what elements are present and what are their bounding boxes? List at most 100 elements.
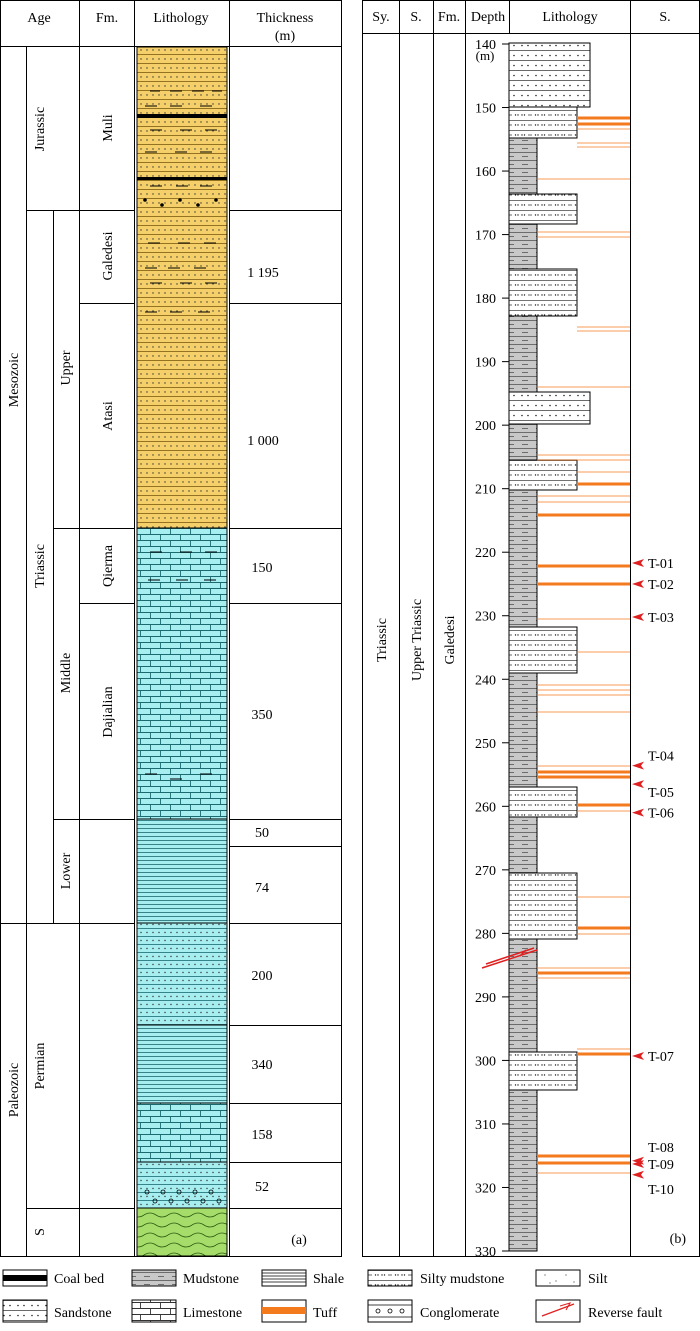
sample-label: T-09 [648, 1158, 674, 1173]
thickness-value: 158 [252, 1128, 273, 1143]
series-upper-triassic: Upper Triassic [410, 599, 425, 681]
silty-mudstone-bed [508, 106, 578, 139]
system-triassic: Triassic [33, 544, 48, 588]
sample-arrow [632, 808, 644, 817]
shale-dashes-a [145, 90, 222, 313]
panel-b-text: Sy. S. Fm. Depth Lithology S. Triassic U… [372, 10, 686, 1247]
system-permian: Permian [33, 1043, 48, 1090]
depth-tick-label: 140 [475, 38, 496, 53]
sample-label: T-08 [648, 1141, 674, 1156]
legend-swatch-shale [261, 1269, 307, 1287]
depth-unit: (m) [476, 48, 495, 63]
depth-tick-label: 170 [475, 229, 496, 244]
sample-arrow [632, 1051, 644, 1060]
reverse-fault [481, 947, 538, 969]
sample-label: T-07 [648, 1050, 674, 1065]
silty-mudstone-bed [508, 872, 578, 940]
thickness-value: 1 000 [247, 434, 279, 449]
depth-tick-label: 210 [475, 483, 496, 498]
depth-tick-label: 220 [475, 546, 496, 561]
depth-tick-label: 250 [475, 737, 496, 752]
sample-arrow [632, 559, 644, 568]
depth-tick-label: 190 [475, 356, 496, 371]
depth-tick-label: 160 [475, 165, 496, 180]
legend-conglomerate: Conglomerate [420, 1306, 499, 1321]
formation-galedesi: Galedesi [101, 231, 116, 280]
conglomerate-symbols [368, 1304, 412, 1318]
sample-arrow [632, 1159, 644, 1168]
legend-swatch-silt [535, 1269, 581, 1287]
thickness-value: 50 [255, 826, 269, 841]
lithology-column-b [508, 42, 591, 1252]
limestone-unit [136, 527, 228, 820]
legend-sandstone: Sandstone [54, 1306, 112, 1321]
thickness-value: 74 [255, 881, 269, 896]
thickness-value: 52 [255, 1180, 269, 1195]
sample-label: T-04 [648, 750, 674, 765]
header-sy: Sy. [372, 10, 389, 25]
thickness-value: 200 [252, 969, 273, 984]
cyan-conglomerate-unit [136, 1161, 228, 1209]
depth-tick-label: 300 [475, 1054, 496, 1069]
formation-muli: Muli [101, 114, 116, 141]
shale-lines [262, 1272, 306, 1283]
panel-a-label: (a) [291, 1233, 307, 1248]
sample-label: T-01 [648, 557, 674, 572]
thickness-value: 150 [252, 561, 273, 576]
panel-b-label: (b) [670, 1232, 687, 1247]
legend-swatch-limestone [131, 1299, 177, 1323]
header-lithology: Lithology [542, 10, 597, 25]
silty-mudstone-bed [508, 459, 578, 491]
sandstone-bed [508, 42, 591, 108]
depth-tick-label: 180 [475, 292, 496, 307]
legend-swatch-sandstone [2, 1299, 48, 1323]
formation-galedesi-b: Galedesi [443, 615, 458, 664]
sample-markers: T-01 T-02 T-03 T-04 T-05 T-06 T-07 T-08 T-09 T-10 [632, 557, 674, 1198]
silt-dots [544, 1274, 575, 1284]
header-lithology: Lithology [153, 11, 208, 26]
silty-mudstone-bed [508, 1051, 578, 1091]
header-age: Age [27, 11, 50, 26]
depth-axis: 140 150 160 170 180 190 200 210 220 230 240 250 260 2… [475, 38, 509, 1260]
legend-silt: Silt [588, 1272, 608, 1287]
legend: Coal bed Mudstone Shale Silty mudstone S… [2, 1269, 662, 1323]
header-s: S. [410, 10, 421, 25]
sample-label: T-02 [648, 578, 674, 593]
legend-mudstone: Mudstone [183, 1272, 239, 1287]
formation-dajialian: Dajialian [101, 686, 116, 737]
sample-label: T-06 [648, 807, 674, 822]
legend-tuff: Tuff [313, 1306, 337, 1321]
depth-tick-label: 270 [475, 864, 496, 879]
fault-arrow [559, 1302, 572, 1311]
legend-coal-bed: Coal bed [54, 1272, 104, 1287]
cyan-shale-unit [136, 818, 228, 924]
cyan-shale-unit [136, 1024, 228, 1104]
header-fm: Fm. [96, 11, 118, 26]
series-upper: Upper [59, 350, 74, 385]
depth-tick-label: 310 [475, 1118, 496, 1133]
header-fm: Fm. [438, 10, 460, 25]
legend-swatch-silty-mudstone [367, 1269, 413, 1287]
thickness-value: 1 195 [247, 266, 279, 281]
legend-silty-mudstone: Silty mudstone [420, 1272, 504, 1287]
limestone-unit [136, 1102, 228, 1163]
legend-reverse-fault: Reverse fault [588, 1306, 662, 1321]
sample-label: T-10 [648, 1183, 674, 1198]
series-middle: Middle [59, 653, 74, 693]
formation-atasi: Atasi [101, 401, 116, 431]
sandstone-bed [508, 391, 591, 425]
depth-tick-label: 230 [475, 610, 496, 625]
depth-tick-label: 330 [475, 1245, 496, 1260]
legend-swatch-reverse-fault [535, 1299, 581, 1323]
era-paleozoic: Paleozoic [7, 1063, 22, 1117]
depth-tick-label: 150 [475, 102, 496, 117]
depth-tick-label: 200 [475, 419, 496, 434]
legend-limestone: Limestone [183, 1306, 242, 1321]
header-samples: S. [659, 10, 670, 25]
silty-mudstone-bed [508, 268, 578, 317]
silty-mudstone-bed [508, 193, 578, 225]
depth-tick-label: 260 [475, 800, 496, 815]
conglomerate-circles-a [144, 1189, 222, 1204]
sample-arrow [632, 1170, 644, 1179]
silty-mudstone-bed [508, 786, 578, 818]
